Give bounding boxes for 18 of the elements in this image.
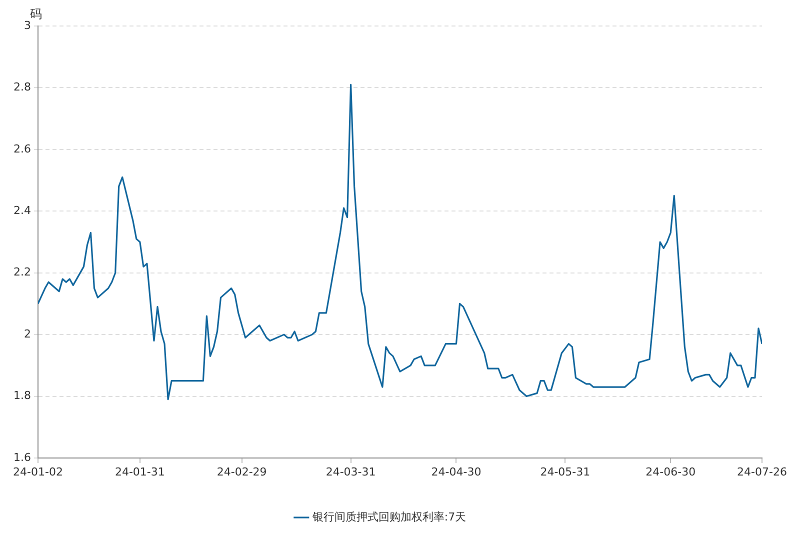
x-tick-label: 24-01-31 — [114, 465, 165, 478]
x-tick-label: 24-02-29 — [216, 465, 267, 478]
y-tick-label: 2.4 — [14, 204, 31, 217]
y-tick-label: 3 — [24, 18, 31, 32]
y-tick-label: 2.6 — [14, 142, 31, 156]
y-axis-title: 码 — [30, 6, 42, 21]
x-tick-label: 24-07-26 — [737, 465, 787, 478]
x-tick-label: 24-05-31 — [540, 465, 590, 478]
y-tick-label: 2.2 — [14, 266, 31, 279]
y-tick-label: 2.8 — [14, 80, 31, 94]
x-tick-label: 24-01-02 — [13, 465, 63, 478]
x-tick-label: 24-03-31 — [326, 465, 376, 478]
y-tick-label: 1.6 — [14, 450, 31, 464]
y-tick-label: 1.8 — [14, 389, 31, 402]
x-tick-label: 24-06-30 — [646, 465, 696, 478]
legend-label: 银行间质押式回购加权利率:7天 — [311, 510, 466, 524]
x-tick-label: 24-04-30 — [431, 465, 482, 478]
y-tick-label: 2 — [24, 327, 31, 340]
